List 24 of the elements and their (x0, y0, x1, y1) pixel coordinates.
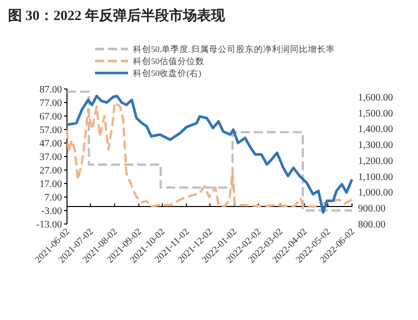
y2-tick-label: 1,200.00 (358, 156, 393, 167)
y-tick-label: 57.00 (40, 125, 62, 136)
y-tick-label: 7.00 (44, 192, 62, 204)
chart-title: 图 30：2022 年反弹后半段市场表现 (8, 7, 226, 24)
y2-tick-label: 1,100.00 (358, 172, 393, 183)
y2-tick-label: 1,300.00 (358, 140, 393, 152)
y-tick-label: 37.00 (40, 152, 62, 163)
y2-tick-label: 1,000.00 (358, 188, 393, 199)
y2-tick-label: 800.00 (358, 220, 386, 230)
y2-tick-label: 1,500.00 (358, 108, 393, 120)
legend-label: 科创50估值分位数 (133, 56, 204, 66)
y-tick-label: -3.00 (41, 206, 62, 217)
y-tick-label: 77.00 (40, 98, 62, 109)
y-tick-label: -13.00 (36, 220, 62, 230)
y-tick-label: 67.00 (40, 112, 62, 122)
y-tick-label: 27.00 (40, 166, 62, 176)
y-tick-label: 87.00 (40, 84, 62, 96)
y2-tick-label: 900.00 (358, 204, 386, 215)
y2-tick-label: 1,600.00 (358, 92, 393, 104)
y2-tick-label: 1,400.00 (358, 124, 393, 136)
legend-label: 科创50.单季度.归属母公司股东的净利润同比增长率 (133, 44, 335, 54)
y-tick-label: 47.00 (40, 138, 62, 150)
y-tick-label: 17.00 (40, 179, 62, 190)
legend-label: 科创50收盘价(右) (133, 68, 202, 78)
